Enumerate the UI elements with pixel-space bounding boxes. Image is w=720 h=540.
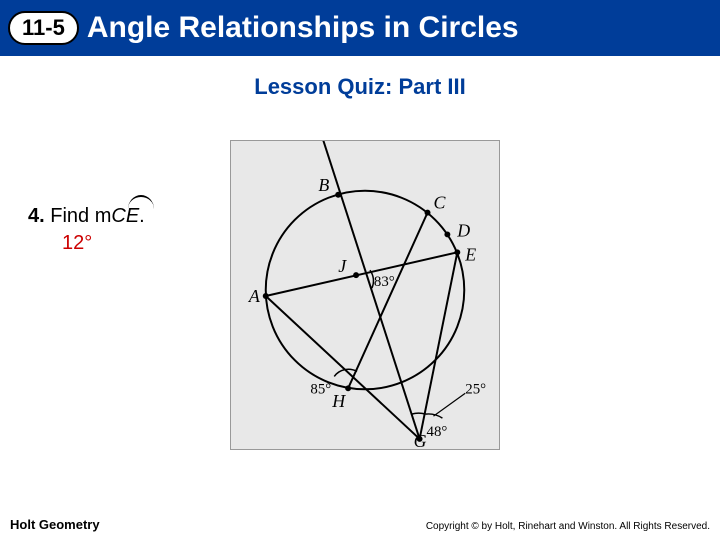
question-arc-label: CE [111, 205, 139, 227]
header-title: Angle Relationships in Circles [87, 11, 519, 45]
secant-eg [420, 252, 458, 439]
question-text: 4. Find mCE. [28, 205, 145, 228]
angle-g-inner-arc [412, 413, 426, 414]
label-e: E [464, 244, 476, 264]
chord-ch [348, 213, 427, 389]
circle-diagram: A B C D E H G J 83° 85° 48° 25° [230, 140, 500, 450]
lesson-number-badge: 11-5 [8, 11, 79, 45]
point-a-dot [263, 293, 269, 299]
angle-g-inner-value: 48° [427, 424, 448, 440]
label-d: D [456, 220, 470, 240]
footer-brand: Holt Geometry [10, 517, 100, 532]
question-suffix: . [139, 205, 145, 227]
question-number: 4. [28, 205, 45, 227]
angle-g-outer-value: 25° [465, 381, 486, 397]
answer-text: 12° [62, 232, 92, 255]
question-prefix: Find m [50, 205, 111, 227]
point-j-dot [353, 272, 359, 278]
subtitle: Lesson Quiz: Part III [0, 74, 720, 100]
footer-copyright: Copyright © by Holt, Rinehart and Winsto… [426, 521, 710, 532]
point-c-dot [425, 210, 431, 216]
label-b: B [318, 175, 329, 195]
label-h: H [331, 391, 346, 411]
label-a: A [248, 286, 260, 306]
angle-25-leader [433, 393, 465, 416]
point-e-dot [454, 249, 460, 255]
label-g: G [414, 431, 427, 449]
angle-bottom-left-value: 85° [310, 381, 331, 397]
angle-j-value: 83° [374, 274, 395, 290]
point-b-dot [335, 192, 341, 198]
header: 11-5 Angle Relationships in Circles [0, 0, 720, 56]
label-c: C [433, 193, 446, 213]
label-j: J [338, 256, 347, 276]
point-h-dot [345, 385, 351, 391]
content-area: 4. Find mCE. 12° [0, 100, 720, 500]
point-d-dot [444, 231, 450, 237]
